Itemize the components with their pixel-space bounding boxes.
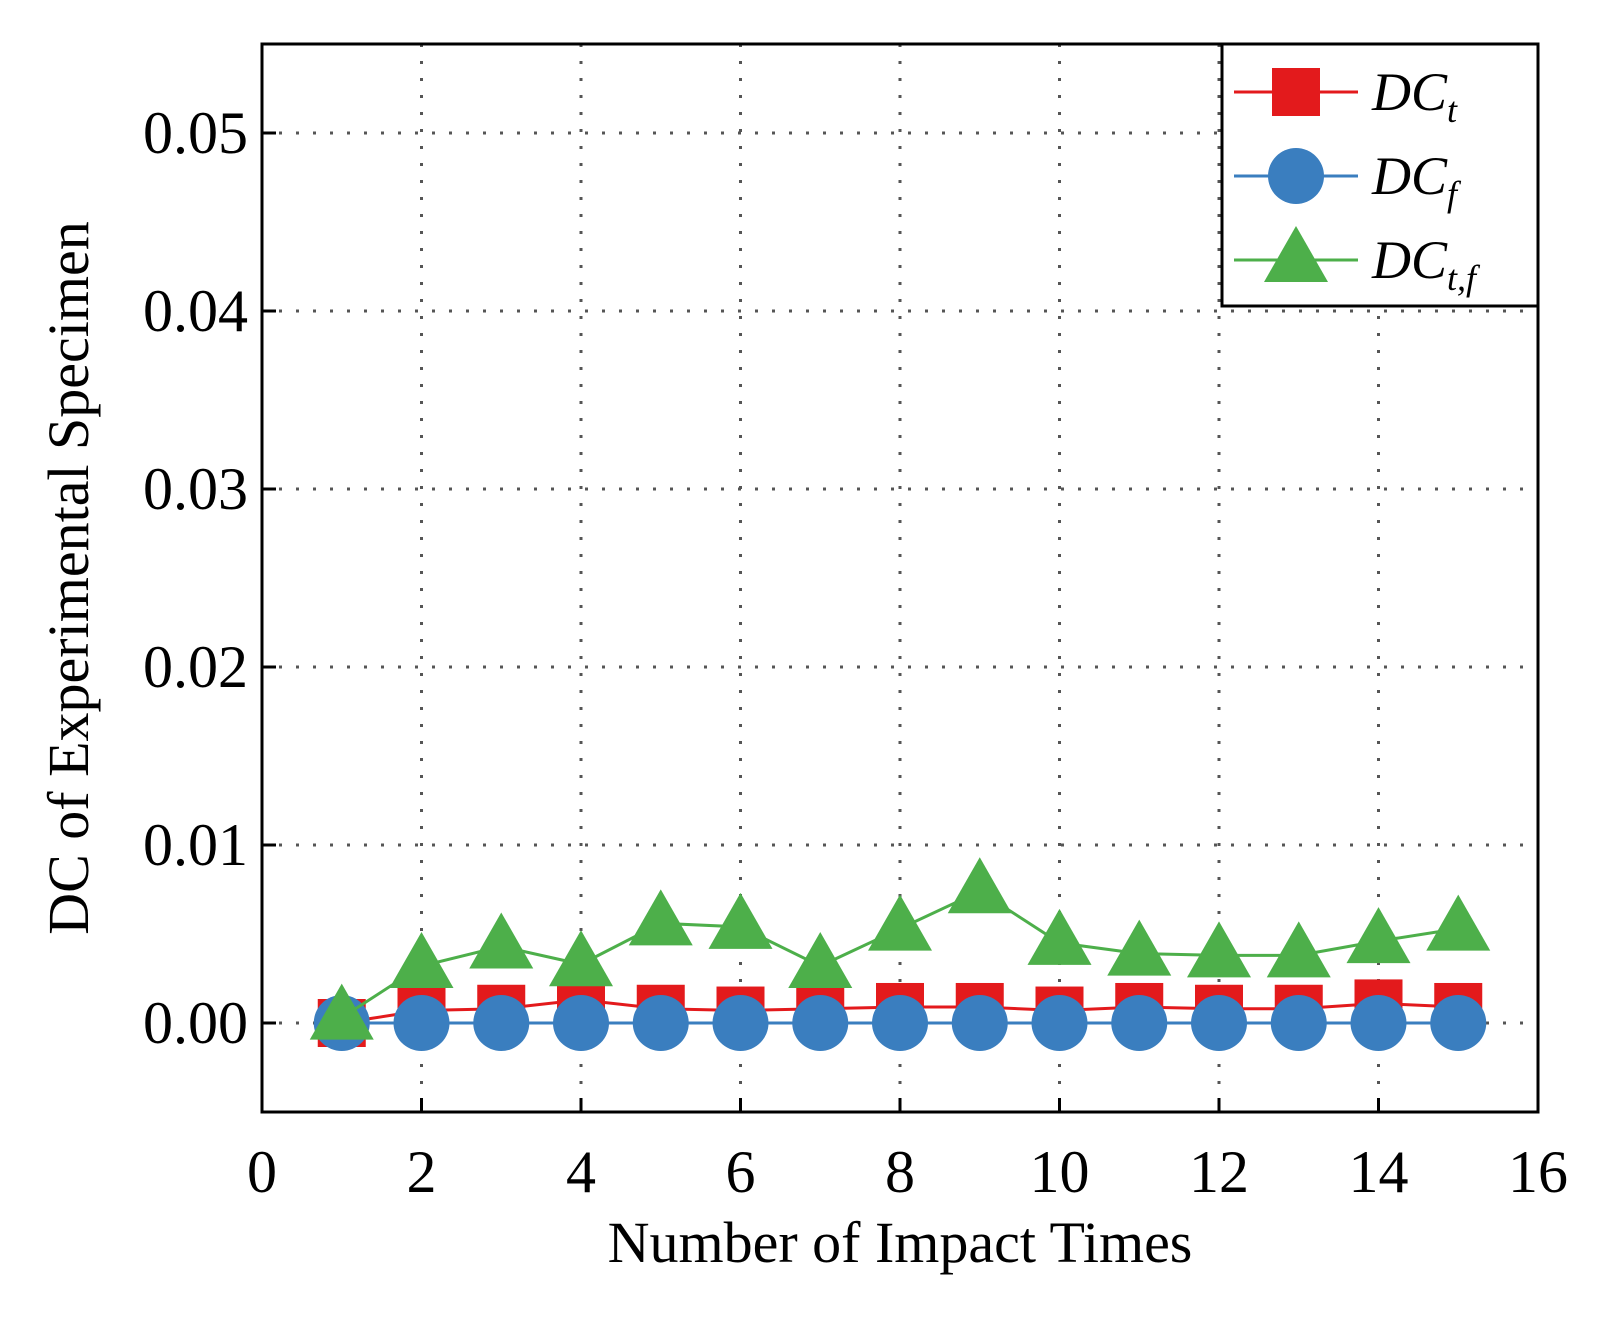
data-point-dc-f (872, 995, 928, 1051)
data-point-dc-t-f (1187, 921, 1251, 978)
legend-label-main: DC (1371, 146, 1448, 206)
legend-marker-dc-f (1268, 148, 1324, 204)
series-layer (309, 857, 1491, 1051)
data-point-dc-t-f (868, 894, 932, 951)
x-tick-label: 14 (1349, 1139, 1409, 1205)
x-axis-label: Number of Impact Times (608, 1210, 1193, 1275)
data-point-dc-t-f (1266, 921, 1331, 978)
data-point-dc-t-f (389, 932, 454, 989)
data-point-dc-t-f (947, 857, 1012, 914)
y-tick-label: 0.03 (143, 456, 248, 522)
legend-marker-dc-t-f (1264, 226, 1328, 282)
legend-label-dc-f: DCf (1371, 146, 1462, 214)
legend-marker-dc-t (1272, 68, 1320, 116)
data-point-dc-t-f (1426, 894, 1491, 951)
data-point-dc-f (1350, 995, 1407, 1051)
legend-label-subscript: t,f (1447, 258, 1481, 298)
data-point-dc-t-f (469, 912, 534, 969)
data-point-dc-t-f (1027, 908, 1092, 965)
legend-entry-dc-t: DCt (1234, 62, 1458, 130)
data-point-dc-f (1031, 995, 1088, 1051)
data-point-dc-f (712, 995, 769, 1051)
x-tick-label: 6 (726, 1139, 756, 1205)
data-point-dc-f (1430, 995, 1487, 1051)
data-point-dc-f (1191, 995, 1247, 1051)
legend-label-dc-t: DCt (1371, 62, 1458, 130)
legend-label-main: DC (1371, 230, 1448, 290)
data-point-dc-t-f (628, 889, 693, 946)
data-point-dc-t-f (309, 983, 374, 1040)
data-point-dc-t-f (1346, 907, 1411, 964)
series-dc-f (313, 995, 1487, 1051)
y-axis-label: DC of Experimental Specimen (36, 221, 101, 935)
axis-ticks: 0 2 4 6 8 10 12 14 16 0.00 0.01 0.02 0.03 0.04 0.05 (143, 100, 1568, 1205)
x-tick-label: 0 (247, 1139, 277, 1205)
data-point-dc-f (553, 995, 609, 1051)
y-tick-label: 0.05 (143, 100, 248, 166)
data-point-dc-f (1111, 995, 1168, 1051)
x-tick-label: 4 (566, 1139, 596, 1205)
x-tick-label: 8 (885, 1139, 915, 1205)
data-point-dc-f (393, 995, 450, 1051)
legend-entry-dc-t-f: DCt,f (1234, 226, 1481, 298)
data-point-dc-f (951, 995, 1008, 1051)
data-point-dc-t-f (788, 932, 853, 989)
data-point-dc-t-f (708, 892, 773, 949)
y-tick-label: 0.01 (143, 812, 248, 878)
legend-label-dc-t-f: DCt,f (1371, 230, 1481, 298)
data-point-dc-t-f (549, 930, 613, 987)
data-point-dc-f (473, 995, 530, 1051)
x-tick-label: 2 (407, 1139, 437, 1205)
data-point-dc-f (792, 995, 849, 1051)
y-tick-label: 0.02 (143, 634, 248, 700)
x-tick-label: 16 (1508, 1139, 1568, 1205)
data-point-dc-f (632, 995, 689, 1051)
legend-label-main: DC (1371, 62, 1448, 122)
x-tick-label: 10 (1030, 1139, 1090, 1205)
series-dc-t-f (309, 857, 1491, 1040)
x-tick-label: 12 (1189, 1139, 1249, 1205)
y-tick-label: 0.00 (143, 990, 248, 1056)
data-point-dc-f (1270, 995, 1327, 1051)
legend-entry-dc-f: DCf (1234, 146, 1462, 214)
legend-label-subscript: t (1447, 90, 1458, 130)
data-point-dc-t-f (1107, 919, 1172, 976)
y-tick-label: 0.04 (143, 278, 248, 344)
